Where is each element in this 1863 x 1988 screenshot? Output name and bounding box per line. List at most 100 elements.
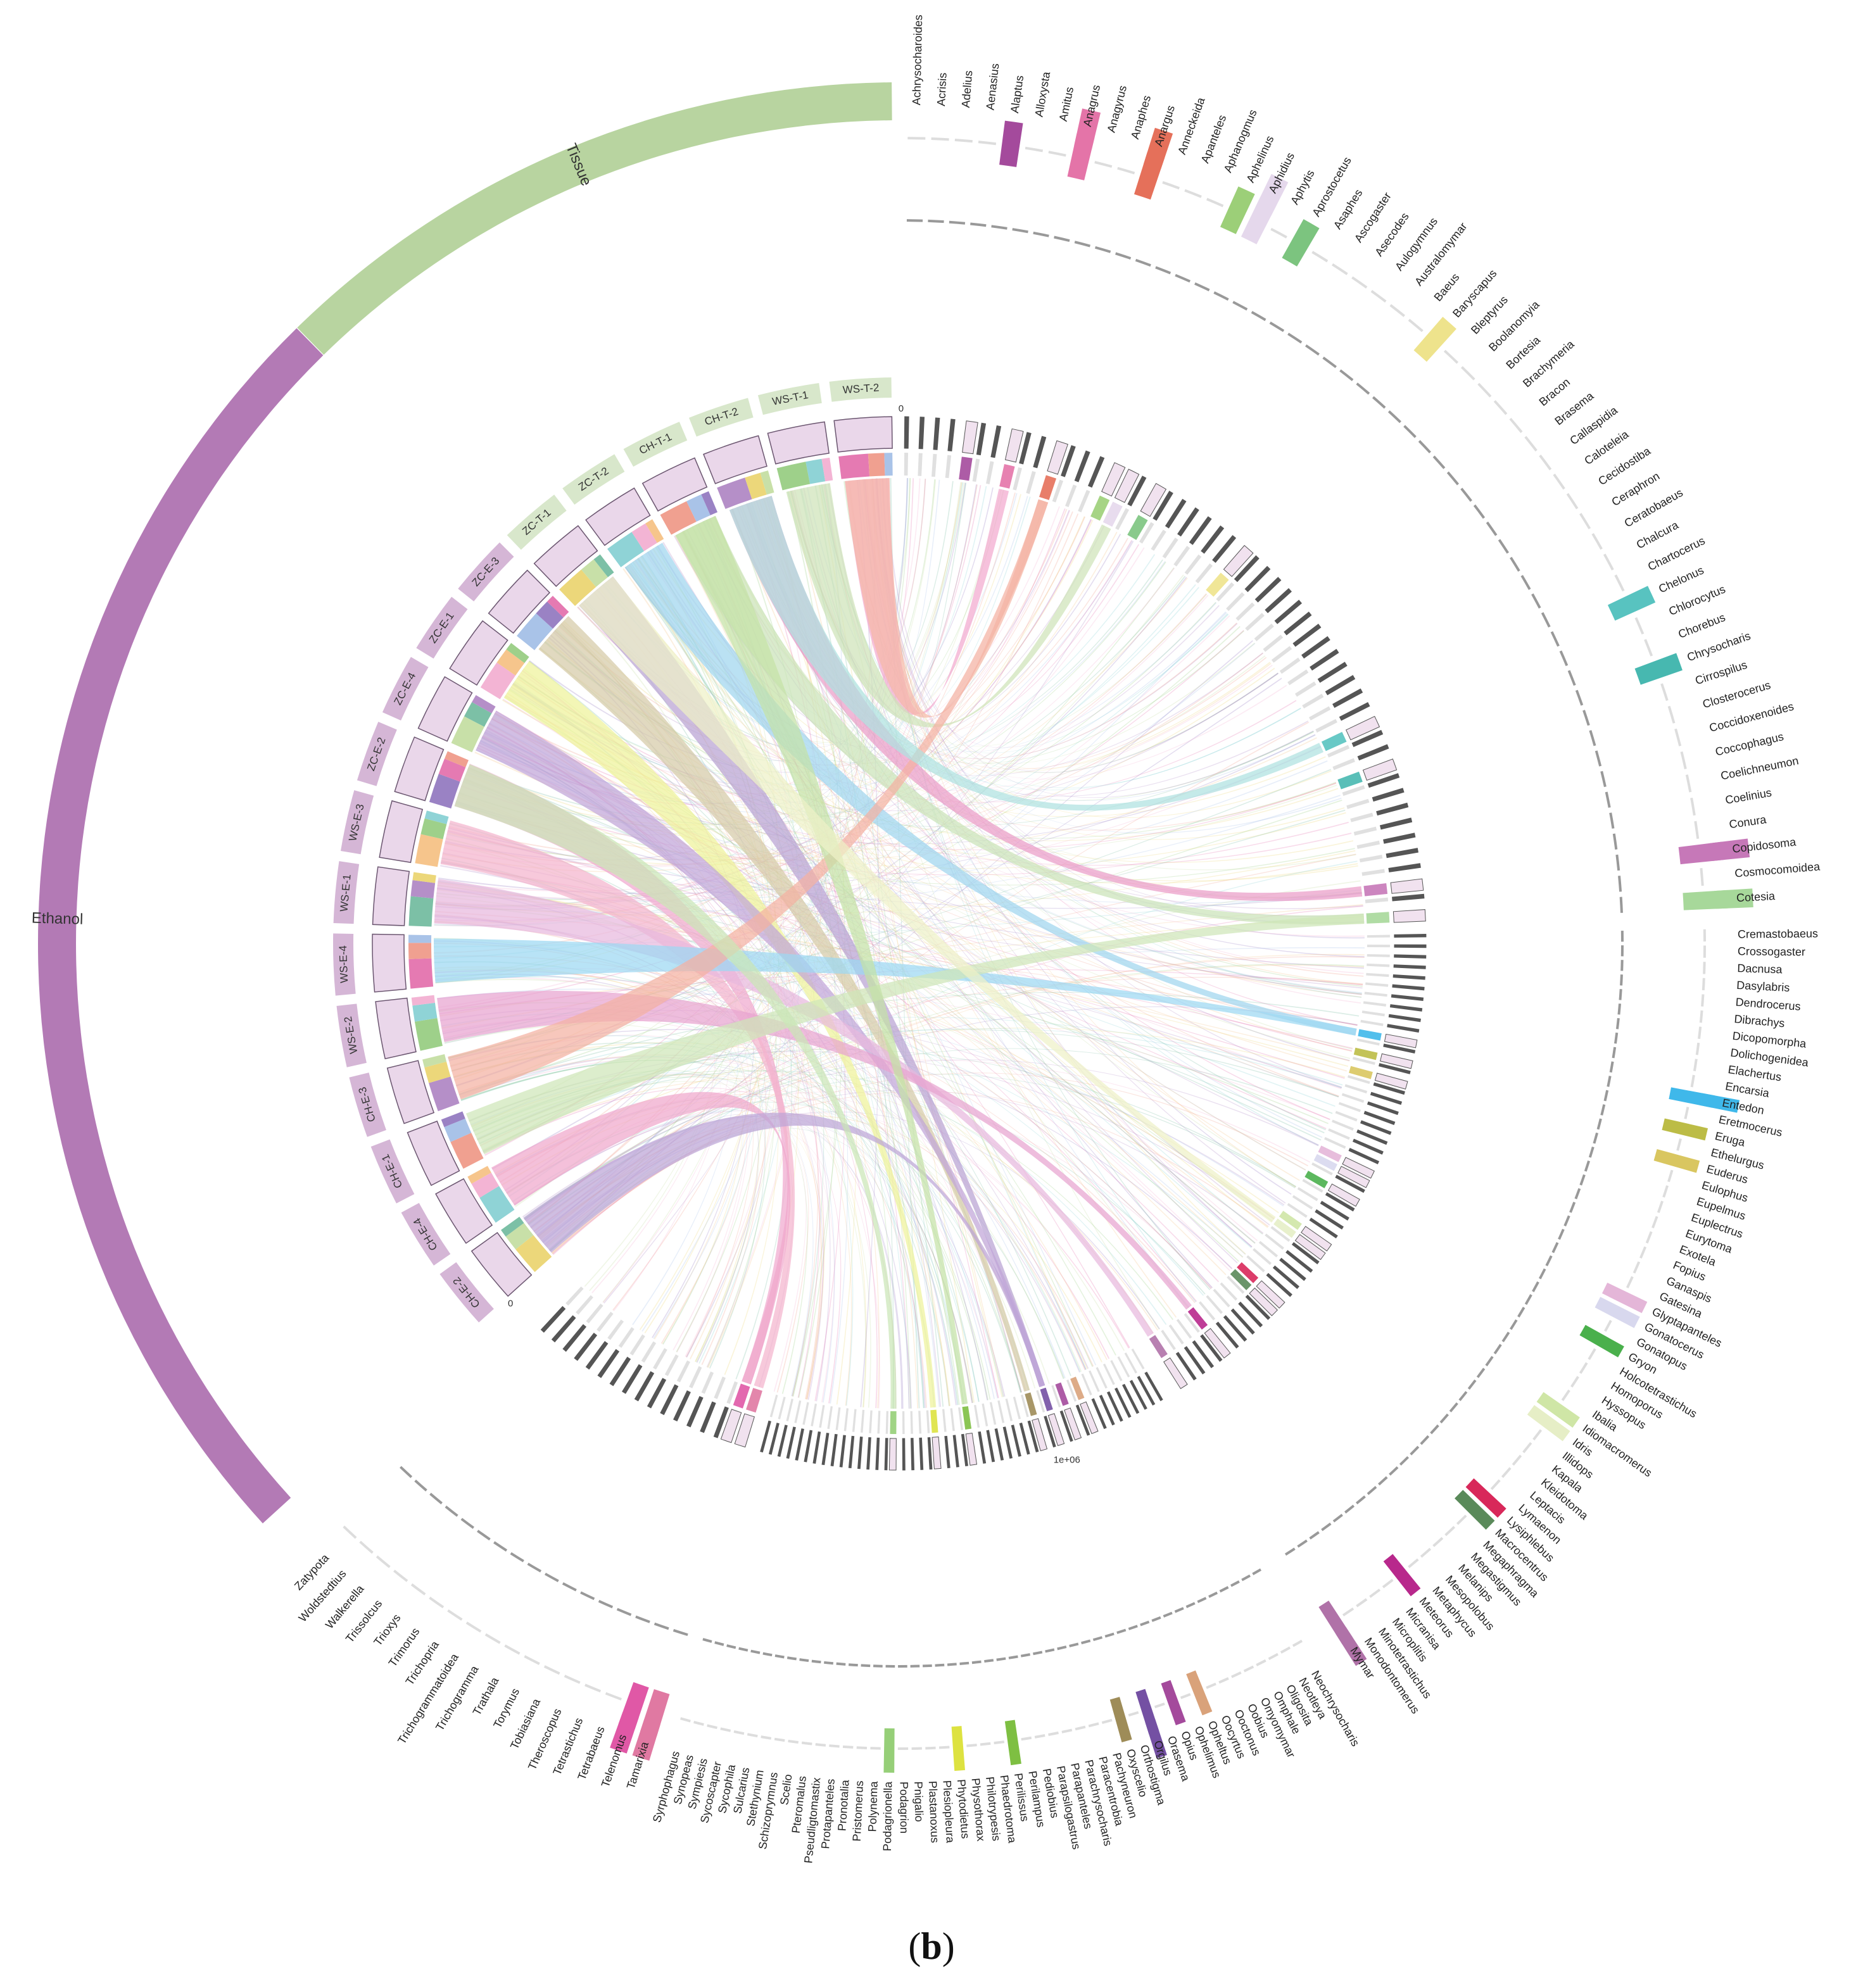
sample-total-track <box>449 620 508 686</box>
genus-total-track <box>1363 1110 1396 1125</box>
genus-track <box>959 456 973 481</box>
genus-marker <box>1512 1454 1522 1466</box>
axis-tick-ring <box>429 1492 443 1505</box>
genus-label: Acrisis <box>935 72 949 106</box>
axis-tick-ring <box>1614 1032 1619 1044</box>
axis-tick-ring <box>1545 1255 1553 1267</box>
axis-tick-ring <box>1510 557 1520 572</box>
genus-track <box>1025 1392 1037 1416</box>
link-ribbon <box>454 764 897 1409</box>
genus-marker <box>883 1728 895 1773</box>
sample-stack-segment <box>411 995 435 1006</box>
genus-block <box>1336 1626 1367 1666</box>
axis-tick-ring <box>1449 1402 1458 1412</box>
genus-track <box>1115 508 1130 531</box>
genus-block <box>1145 1719 1167 1759</box>
genus-marker <box>842 1745 854 1749</box>
axis-tick-ring <box>1596 1118 1602 1130</box>
genus-total-track <box>1379 817 1413 830</box>
genus-total-track <box>1254 577 1282 603</box>
genus-total-track <box>1163 1357 1188 1390</box>
axis-tick-ring <box>1467 1379 1477 1390</box>
sample-total-track <box>533 525 598 588</box>
genus-track <box>1173 546 1190 567</box>
axis-tick-ring <box>1135 258 1151 267</box>
genus-track <box>1070 1376 1085 1400</box>
sample-label-band <box>341 790 374 855</box>
axis-tick-ring <box>1485 1356 1494 1367</box>
genus-total-track <box>1325 675 1356 696</box>
axis-tick-ring <box>1619 896 1623 913</box>
genus-marker <box>680 1717 691 1723</box>
genus-track <box>972 458 980 482</box>
group-arc-tissue <box>297 82 892 355</box>
genus-track <box>1363 883 1388 896</box>
genus-total-track <box>1244 565 1271 593</box>
genus-marker <box>1186 1670 1213 1716</box>
genus-marker <box>1579 513 1591 530</box>
genus-label: Anagyrus <box>1105 84 1130 134</box>
sample-stack-segment <box>631 523 657 551</box>
genus-marker <box>1653 1149 1700 1173</box>
genus-total-track <box>597 1349 620 1378</box>
axis-tick-ring <box>1081 1639 1091 1645</box>
genus-total-track <box>919 1437 924 1470</box>
genus-marker <box>447 1609 463 1621</box>
genus-total-track <box>647 1378 667 1409</box>
axis-tick-ring <box>1486 521 1498 536</box>
genus-marker <box>410 1583 426 1595</box>
sample-stack-segment <box>424 1061 451 1083</box>
sample-stack-segment <box>546 596 569 618</box>
genus-track <box>986 461 994 484</box>
genus-total-track <box>1384 1033 1418 1048</box>
genus-marker <box>1280 1646 1291 1654</box>
genus-marker <box>1695 1042 1700 1055</box>
genus-marker <box>1703 945 1706 958</box>
genus-track <box>1127 515 1148 540</box>
sample-total-track <box>394 736 445 802</box>
genus-track <box>664 1354 679 1376</box>
genus-label: Trathala <box>470 1675 502 1718</box>
genus-label: Dibrachys <box>1734 1012 1786 1029</box>
genus-track <box>890 1411 897 1434</box>
sample-total-track <box>435 1178 493 1244</box>
link-ribbon <box>786 483 1111 727</box>
genus-track <box>701 1371 714 1394</box>
genus-marker <box>359 1540 374 1554</box>
genus-track <box>1279 657 1301 674</box>
genus-marker <box>1094 161 1113 168</box>
axis-tick-ring <box>1057 1645 1067 1651</box>
genus-total-track <box>927 1437 933 1470</box>
genus-total-track <box>660 1384 679 1416</box>
axis-tick-ring <box>1532 1281 1539 1292</box>
genus-marker <box>1206 198 1224 208</box>
axis-tick-ring <box>1128 1625 1138 1630</box>
genus-marker <box>1667 1169 1674 1183</box>
genus-marker <box>1690 797 1696 816</box>
axis-tick-ring <box>1074 241 1091 248</box>
genus-marker <box>1088 1722 1099 1728</box>
axis-tick-ring <box>1344 1504 1355 1514</box>
genus-label: Baeus <box>1431 271 1462 304</box>
genus-marker <box>1117 167 1135 175</box>
genus-track <box>1341 1093 1365 1103</box>
axis-tick-ring <box>1104 1632 1115 1638</box>
axis-tick-ring <box>1589 730 1596 746</box>
axis-tick-ring <box>906 219 923 222</box>
axis-tick-ring <box>996 1657 1006 1661</box>
genus-track <box>1235 602 1255 621</box>
sample-stack-segment <box>408 943 432 959</box>
axis-tick-ring <box>970 222 987 227</box>
genus-marker <box>1369 1589 1381 1598</box>
genus-total-track <box>634 1371 655 1402</box>
genus-total-track <box>1292 624 1322 647</box>
genus-track <box>974 1404 980 1428</box>
sample-label-band <box>416 596 468 659</box>
link-ribbon <box>434 970 1110 1359</box>
genus-total-track <box>686 1396 704 1428</box>
genus-track <box>1055 1382 1069 1406</box>
genus-track <box>1271 646 1292 663</box>
genus-label: Cirrospilus <box>1693 658 1748 688</box>
axis-tick-ring <box>1517 1307 1525 1318</box>
sample-label-band <box>336 1003 367 1067</box>
